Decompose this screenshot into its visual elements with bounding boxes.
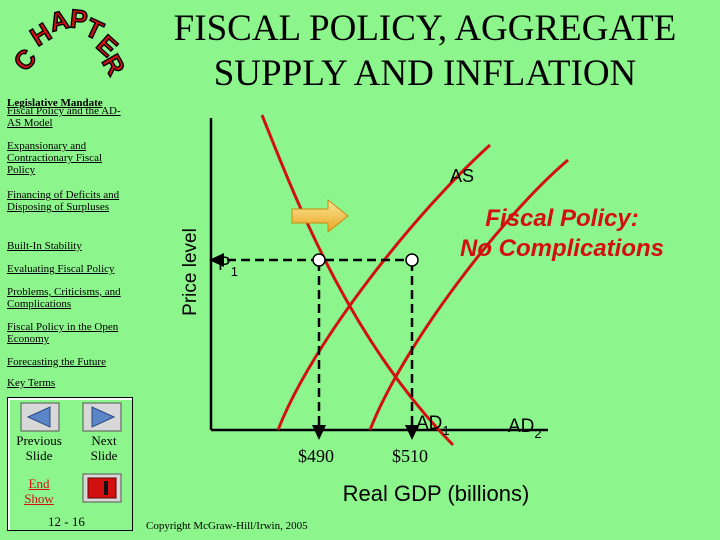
y-axis-label: Price level xyxy=(180,228,201,316)
slide-title-line1: FISCAL POLICY, AGGREGATE xyxy=(173,8,677,49)
nav-link-problems-criticisms[interactable]: Problems, Criticisms, and Complications xyxy=(7,286,121,310)
previous-slide-label[interactable]: Previous Slide xyxy=(16,433,62,463)
arrow-down-icon xyxy=(312,425,326,440)
copyright-text: Copyright McGraw-Hill/Irwin, 2005 xyxy=(146,520,308,532)
sidebar-nav: C H A P T E R Legislative Mandate Fiscal… xyxy=(0,0,138,540)
x-axis-label: Real GDP (billions) xyxy=(343,481,530,506)
nav-link-legislative-mandate[interactable]: Legislative Mandate xyxy=(7,97,103,109)
nav-link-open-economy[interactable]: Fiscal Policy in the Open Economy xyxy=(7,321,119,345)
nav-link-fiscal-ad-as[interactable]: Fiscal Policy and the AD-AS Model xyxy=(7,105,121,129)
nav-link-built-in-stability[interactable]: Built-In Stability xyxy=(7,240,82,252)
end-show-label[interactable]: End Show xyxy=(24,476,54,506)
stop-icon xyxy=(104,481,108,495)
as-curve xyxy=(260,114,455,447)
navigation-panel xyxy=(7,397,133,531)
equilibrium-point-1 xyxy=(312,253,326,267)
next-slide-button[interactable] xyxy=(82,402,122,432)
arrow-left-icon xyxy=(26,406,51,428)
nav-link-expansionary-contractionary[interactable]: Expansionary and Contractionary Fiscal P… xyxy=(7,140,103,176)
equilibrium-point-2 xyxy=(405,253,419,267)
nav-link-evaluating-fiscal-policy[interactable]: Evaluating Fiscal Policy xyxy=(7,263,115,275)
arrow-down-icon xyxy=(405,425,419,440)
ad1-label: AD1 xyxy=(416,413,450,438)
nav-link-key-terms[interactable]: Key Terms xyxy=(7,377,56,389)
annotation-line1: Fiscal Policy: xyxy=(485,205,638,232)
end-show-button[interactable] xyxy=(82,473,122,503)
gdp-value-510: $510 xyxy=(392,446,428,466)
page-number: 12 - 16 xyxy=(48,514,85,529)
ad2-curve xyxy=(368,158,569,431)
nav-link-forecasting[interactable]: Forecasting the Future xyxy=(7,356,106,368)
arrow-left-icon xyxy=(209,253,224,267)
previous-slide-button[interactable] xyxy=(20,402,60,432)
shift-arrow-icon xyxy=(291,198,349,234)
slide-title-line2: SUPPLY AND INFLATION xyxy=(213,53,637,94)
slide-title: FISCAL POLICY, AGGREGATE SUPPLY AND INFL… xyxy=(140,6,710,96)
ad2-label: AD2 xyxy=(508,416,542,441)
arrow-right-icon xyxy=(91,406,116,428)
price-label: P1 xyxy=(218,254,238,279)
annotation-line2: No Complications xyxy=(460,235,664,262)
ad1-curve xyxy=(276,143,492,431)
nav-link-financing-deficits[interactable]: Financing of Deficits and Disposing of S… xyxy=(7,189,120,213)
gdp-value-490: $490 xyxy=(298,446,334,466)
ad-as-graph: Price level Real GDP (billions) AS P1 AD… xyxy=(180,114,664,506)
logo-letter: P xyxy=(69,3,89,35)
next-slide-label[interactable]: Next Slide xyxy=(90,433,118,463)
as-label: AS xyxy=(450,166,474,186)
chapter-logo: C H A P T E R xyxy=(7,3,130,82)
